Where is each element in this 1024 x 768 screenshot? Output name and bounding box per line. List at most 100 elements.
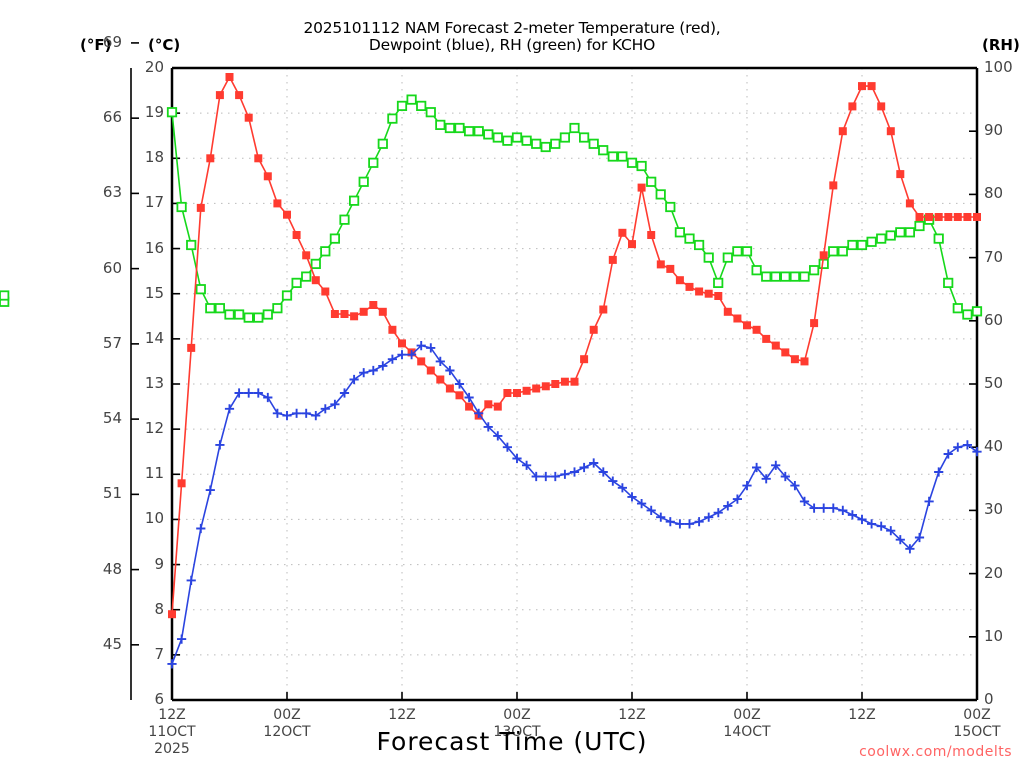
marker-dewpoint [838, 505, 848, 515]
x-tick-date: 13OCT [493, 724, 541, 740]
marker-rh [626, 157, 638, 168]
marker-temperature [321, 287, 330, 296]
marker-dewpoint [819, 503, 829, 513]
marker-rh [195, 284, 206, 295]
marker-dewpoint [387, 354, 397, 364]
marker-dewpoint [464, 392, 474, 403]
celsius-tick-label: 9 [154, 554, 164, 573]
marker-dewpoint [349, 374, 359, 385]
marker-dewpoint [934, 467, 944, 477]
data-series-layer [0, 73, 983, 669]
marker-rh [703, 252, 714, 263]
marker-dewpoint [914, 532, 925, 543]
marker-dewpoint [809, 503, 819, 513]
marker-rh [329, 233, 341, 244]
marker-dewpoint [359, 368, 369, 378]
marker-rh [780, 271, 791, 282]
marker-rh [348, 195, 360, 206]
marker-dewpoint [962, 440, 972, 450]
marker-rh [416, 100, 427, 111]
marker-dewpoint [675, 519, 685, 529]
marker-temperature [580, 355, 589, 364]
marker-rh [540, 141, 551, 153]
marker-temperature [350, 312, 359, 321]
marker-dewpoint [895, 535, 905, 545]
marker-temperature [628, 240, 636, 249]
marker-rh [866, 236, 877, 247]
marker-temperature [800, 357, 809, 366]
marker-temperature [187, 343, 196, 352]
marker-rh [473, 126, 484, 137]
marker-temperature [771, 341, 780, 350]
marker-temperature [944, 213, 953, 221]
marker-temperature [848, 102, 857, 111]
marker-dewpoint [311, 411, 321, 421]
marker-rh [186, 239, 197, 251]
marker-temperature [915, 213, 924, 221]
marker-dewpoint [339, 388, 350, 398]
marker-temperature [973, 213, 981, 221]
celsius-tick-label: 14 [144, 328, 164, 347]
marker-rh [502, 135, 513, 146]
celsius-axis-unit: (°C) [148, 36, 181, 54]
marker-dewpoint [435, 356, 445, 366]
marker-dewpoint [474, 408, 484, 418]
marker-rh [646, 176, 657, 187]
marker-dewpoint [637, 499, 647, 509]
marker-rh [741, 246, 753, 257]
marker-dewpoint [646, 505, 656, 515]
rh-tick-label: 20 [984, 563, 1004, 582]
marker-rh [387, 113, 398, 124]
marker-rh [224, 309, 235, 320]
marker-temperature [599, 305, 608, 314]
marker-dewpoint [656, 512, 666, 522]
marker-temperature [206, 154, 215, 163]
marker-rh [511, 132, 523, 143]
rh-tick-label: 40 [984, 437, 1004, 456]
marker-temperature [781, 348, 790, 357]
marker-dewpoint [253, 388, 263, 398]
marker-temperature [762, 334, 771, 343]
marker-dewpoint [493, 431, 503, 441]
marker-rh [943, 277, 954, 289]
x-tick-time: 12Z [618, 707, 646, 723]
marker-temperature [733, 314, 742, 323]
marker-rh [0, 290, 10, 301]
x-tick-label: 12Z [362, 707, 442, 724]
marker-rh [301, 271, 312, 282]
marker-rh [770, 271, 781, 282]
marker-dewpoint [215, 440, 225, 450]
marker-temperature [752, 325, 761, 334]
fahrenheit-tick-label: 48 [102, 559, 122, 578]
marker-dewpoint [244, 388, 254, 398]
marker-temperature [445, 384, 454, 393]
marker-dewpoint [924, 496, 934, 506]
marker-dewpoint [330, 399, 340, 409]
fahrenheit-tick-label: 63 [102, 183, 122, 202]
marker-dewpoint [502, 442, 512, 452]
marker-dewpoint [684, 519, 695, 529]
marker-dewpoint [598, 467, 608, 477]
marker-dewpoint [713, 508, 723, 518]
marker-temperature [925, 213, 934, 221]
rh-tick-label: 90 [984, 121, 1004, 140]
rh-tick-label: 100 [984, 58, 1013, 76]
marker-rh [483, 129, 494, 140]
fahrenheit-axis-unit: (°F) [80, 36, 112, 54]
x-tick-date: 14OCT [723, 724, 771, 740]
celsius-tick-label: 10 [144, 509, 164, 528]
marker-rh [291, 277, 302, 289]
marker-dewpoint [857, 514, 867, 524]
marker-temperature [465, 402, 474, 411]
rh-tick-label: 30 [984, 500, 1004, 519]
celsius-tick-label: 15 [144, 283, 164, 302]
marker-rh [377, 138, 388, 149]
marker-dewpoint [665, 517, 675, 527]
marker-rh [166, 107, 178, 118]
marker-dewpoint [416, 341, 426, 351]
marker-dewpoint [224, 404, 235, 414]
rh-tick-label: 60 [984, 310, 1004, 329]
celsius-tick-label: 7 [154, 644, 164, 663]
marker-temperature [302, 251, 311, 260]
